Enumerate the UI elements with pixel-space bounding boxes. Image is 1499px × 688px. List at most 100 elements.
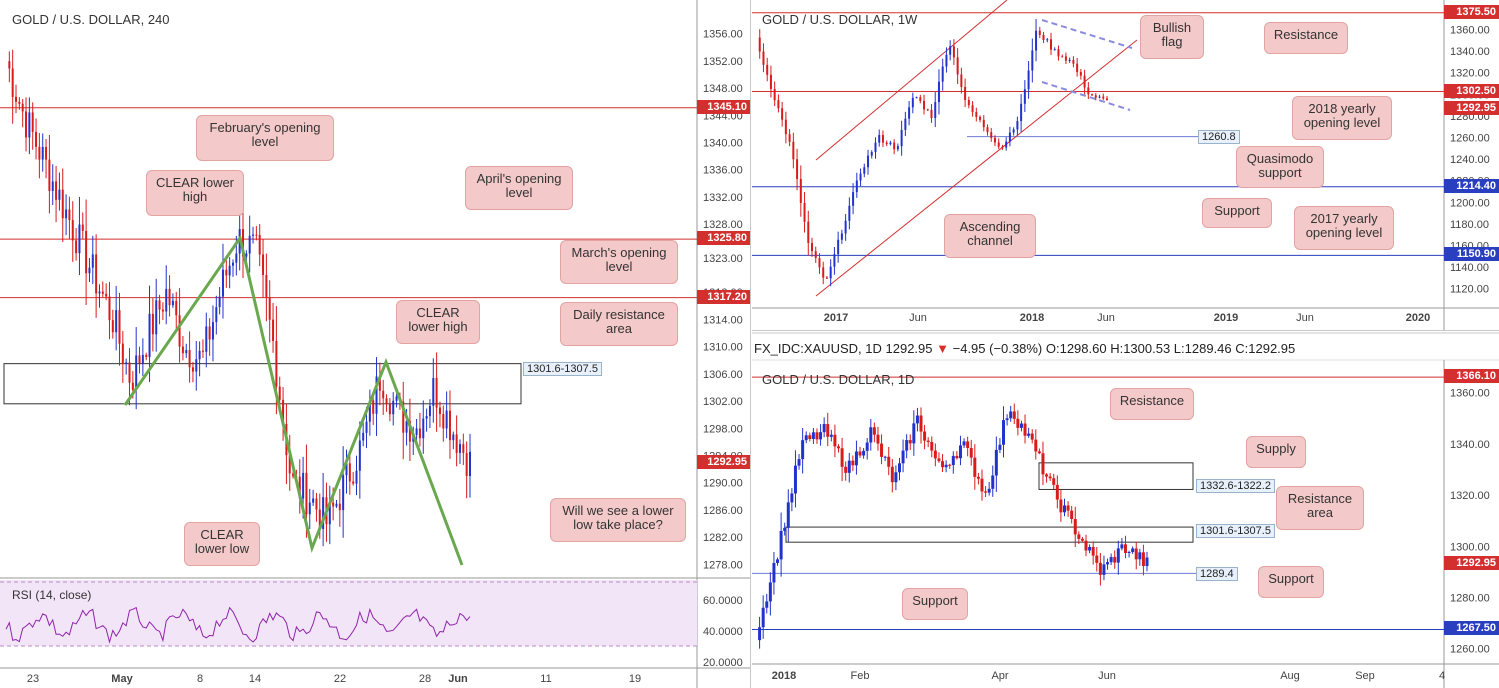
symbol-change: −4.95 (−0.38%) bbox=[952, 341, 1043, 356]
chart-4h-candle bbox=[108, 296, 111, 321]
price-tag: 1317.20 bbox=[697, 289, 750, 304]
chart-1w-panel: 1360.001340.001320.001300.001280.001260.… bbox=[752, 0, 1499, 331]
chart-1w-candle bbox=[829, 266, 832, 279]
chart-1d-candle bbox=[1027, 433, 1031, 436]
chart-1d-candle bbox=[1030, 433, 1034, 440]
chart-4h-candle bbox=[41, 146, 44, 160]
chart-4h-candle bbox=[348, 463, 351, 482]
chart-1d-candle bbox=[905, 440, 909, 451]
chart-1w-candle bbox=[878, 134, 881, 143]
chart-4h-candle bbox=[78, 224, 81, 254]
chart-1w-candle bbox=[885, 142, 888, 145]
callout-resistance-area: Resistance area bbox=[1276, 486, 1364, 530]
chart-1w-candle bbox=[930, 109, 933, 119]
chart-4h-candle bbox=[11, 68, 14, 97]
symbol-last: 1292.95 bbox=[885, 341, 933, 356]
chart-1w-candle bbox=[1094, 95, 1097, 98]
x-tick-label: May bbox=[111, 673, 133, 685]
x-tick-label: 2017 bbox=[824, 312, 848, 324]
chart-1d-candle bbox=[765, 601, 769, 608]
chart-1d-candle bbox=[1055, 484, 1059, 500]
chart-4h-candle bbox=[332, 502, 335, 507]
chart-1w-candle bbox=[766, 64, 769, 75]
callout-clear-lower-high-1: CLEAR lower high bbox=[146, 170, 244, 216]
chart-4h-candle bbox=[438, 407, 441, 415]
chart-1d-candle bbox=[901, 450, 905, 464]
chart-1d-candle bbox=[948, 464, 952, 466]
price-tag: 1267.50 bbox=[1444, 621, 1499, 636]
y-tick-label: 1360.00 bbox=[1450, 24, 1490, 36]
chart-1d-candle bbox=[966, 441, 970, 448]
callout-feb-opening: February's opening level bbox=[196, 115, 334, 161]
chart-1d-candle bbox=[1041, 453, 1045, 475]
chart-1d-candle bbox=[858, 451, 862, 456]
chart-1d-candle bbox=[793, 465, 797, 494]
chart-4h-candle bbox=[362, 432, 365, 441]
chart-4h-candle bbox=[15, 96, 18, 102]
chart-1w-candle bbox=[893, 142, 896, 150]
symbol-line: FX_IDC:XAUUSD, 1D 1292.95 ▼ −4.95 (−0.38… bbox=[754, 341, 1295, 356]
chart-1w-candle bbox=[1001, 146, 1004, 148]
chart-1d-candle bbox=[919, 415, 923, 432]
chart-1d-candle bbox=[1016, 418, 1020, 428]
chart-1w-candle bbox=[952, 46, 955, 58]
resistance-zone bbox=[3, 363, 522, 405]
chart-4h-candle bbox=[462, 444, 465, 454]
callout-2018-opening: 2018 yearly opening level bbox=[1292, 96, 1392, 140]
chart-4h-candle bbox=[258, 234, 261, 255]
chart-4h-candle bbox=[115, 310, 118, 333]
chart-1d-candle bbox=[829, 434, 833, 437]
chart-4h-panel: 1356.00 1352.00 1348.00 1344.00 1340.00 1336.… bbox=[0, 0, 751, 688]
chart-1d-candle bbox=[815, 432, 819, 440]
chart-1w-candle bbox=[848, 205, 851, 221]
chart-1w-candle bbox=[784, 119, 787, 135]
rsi-title: RSI (14, close) bbox=[12, 588, 92, 602]
chart-1w-candle bbox=[1087, 87, 1090, 95]
x-tick-label: Jun bbox=[1296, 312, 1314, 324]
chart-1d-candle bbox=[758, 627, 762, 641]
callout-quasimodo: Quasimodo support bbox=[1236, 146, 1324, 188]
chart-4h-svg[interactable]: 1356.001352.001348.001344.001340.001336.… bbox=[0, 0, 750, 688]
chart-1w-candle bbox=[833, 254, 836, 267]
chart-1w-candle bbox=[769, 74, 772, 90]
chart-1d-candle bbox=[801, 440, 805, 460]
chart-1d-candle bbox=[973, 457, 977, 477]
chart-4h-candle bbox=[188, 350, 191, 368]
chart-4h-candle bbox=[148, 313, 151, 358]
chart-1d-svg[interactable]: 1360.00 1340.00 1320.00 1300.00 1280.00 1260.… bbox=[752, 332, 1499, 688]
chart-1w-candle bbox=[990, 132, 993, 138]
chart-4h-candle bbox=[455, 434, 458, 453]
chart-1d-candle bbox=[1084, 540, 1088, 551]
chart-1d-zone-supply: 1332.6-1322.2 bbox=[1196, 479, 1275, 493]
chart-4h-candle bbox=[105, 293, 108, 297]
chart-1w-candle bbox=[964, 86, 967, 101]
y-tick-label: 1260.00 bbox=[1450, 644, 1490, 656]
x-tick-label: 2018 bbox=[772, 670, 796, 682]
chart-1d-candle bbox=[958, 445, 962, 459]
y-tick-label: 1140.00 bbox=[1450, 262, 1489, 274]
chart-1w-candle bbox=[1020, 103, 1023, 122]
chart-4h-candle bbox=[88, 267, 91, 274]
chart-1d-candle bbox=[1127, 552, 1131, 554]
y-tick-label: 1200.00 bbox=[1450, 197, 1490, 209]
chart-4h-candle bbox=[395, 396, 398, 401]
chart-4h-candle bbox=[375, 376, 378, 414]
y-tick-label: 1328.00 bbox=[703, 219, 743, 231]
chart-1d-candle bbox=[1134, 548, 1138, 560]
chart-1d-candle bbox=[908, 440, 912, 444]
chart-1w-svg[interactable]: 1360.001340.001320.001300.001280.001260.… bbox=[752, 0, 1499, 330]
chart-1d-candle bbox=[1091, 547, 1095, 556]
chart-1w-candle bbox=[979, 116, 982, 120]
chart-1d-candle bbox=[1073, 519, 1077, 535]
chart-1w-candle bbox=[777, 100, 780, 109]
swing-path bbox=[123, 234, 464, 566]
rsi-line bbox=[5, 606, 471, 644]
chart-1d-candle bbox=[1120, 544, 1124, 549]
chart-1w-candle bbox=[822, 267, 825, 278]
chart-1d-candle bbox=[851, 460, 855, 466]
price-tag: 1366.10 bbox=[1444, 369, 1499, 384]
y-tick-label: 1340.00 bbox=[1450, 46, 1490, 58]
chart-4h-candle bbox=[242, 229, 245, 257]
chart-4h-candle bbox=[35, 131, 38, 147]
x-tick-label: 22 bbox=[334, 673, 346, 685]
